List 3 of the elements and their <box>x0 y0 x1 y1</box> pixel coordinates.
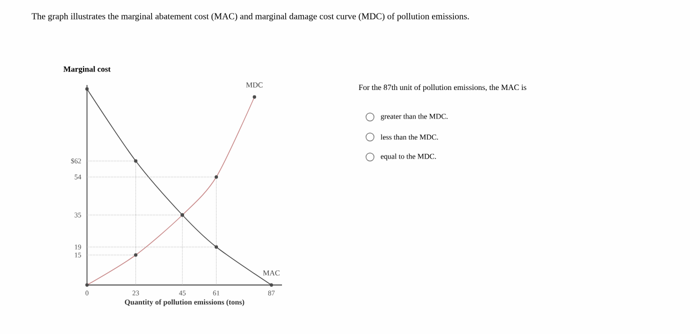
y-axis-title: Marginal cost <box>63 66 111 74</box>
text: For the 87th unit of pollution emissions, the MAC is <box>358 84 526 92</box>
chart-title: The graph illustrates the marginal abatement cost (MAC) and marginal damage cost curve (MDC) of pollution emissions. <box>32 12 469 22</box>
